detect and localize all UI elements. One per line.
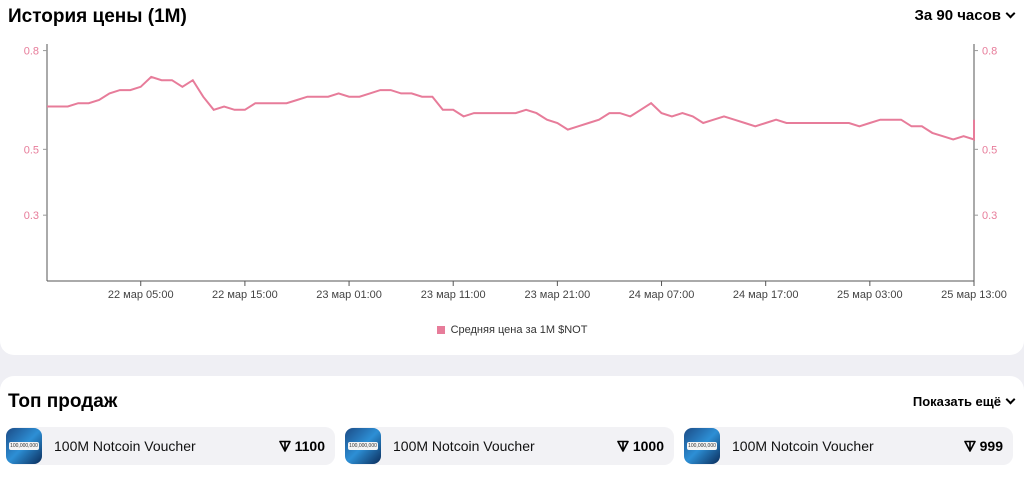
chart-axes (46, 44, 975, 282)
x-tick-label: 25 мар 03:00 (837, 289, 903, 301)
voucher-thumb-text: 100,000,000 (687, 442, 717, 450)
x-tick-label: 24 мар 07:00 (629, 289, 695, 301)
y-axis-right: 0.8 0.5 0.3 (974, 46, 997, 222)
y-tick-label-left: 0.5 (24, 144, 39, 156)
y-axis-left: 0.8 0.5 0.3 (24, 46, 47, 222)
sale-item-name: 100M Notcoin Voucher (393, 438, 535, 454)
sale-item-name: 100M Notcoin Voucher (732, 438, 874, 454)
voucher-thumbnail: 100,000,000 (6, 428, 42, 464)
series-line-price (47, 75, 975, 141)
x-tick-label: 24 мар 17:00 (733, 289, 799, 301)
x-tick-label: 22 мар 05:00 (108, 289, 174, 301)
chart-legend[interactable]: Средняя цена за 1M $NOT (0, 324, 1024, 336)
sale-item-price-value: 1100 (294, 438, 325, 454)
x-tick-label: 25 мар 13:00 (941, 289, 1007, 301)
price-history-card: История цены (1M) За 90 часов 0.8 0.5 0.3 … (0, 0, 1024, 355)
ton-icon (278, 440, 291, 452)
y-tick-label-left: 0.8 (24, 46, 39, 58)
voucher-thumbnail: 100,000,000 (684, 428, 720, 464)
sale-item-price-value: 999 (979, 438, 1003, 454)
top-sales-title: Топ продаж (8, 391, 118, 412)
sale-item-price: 999 (963, 438, 1003, 454)
x-tick-label: 23 мар 11:00 (421, 289, 486, 301)
show-more-label: Показать ещё (912, 394, 1001, 409)
price-history-title: История цены (1M) (8, 6, 187, 27)
show-more-button[interactable]: Показать ещё (912, 394, 1016, 409)
sale-item-name: 100M Notcoin Voucher (54, 438, 196, 454)
x-tick-label: 23 мар 21:00 (525, 289, 591, 301)
y-tick-label-right: 0.3 (982, 210, 997, 222)
legend-label: Средняя цена за 1M $NOT (450, 324, 588, 336)
sale-item-price: 1000 (617, 438, 664, 454)
legend-swatch (436, 326, 445, 334)
chevron-down-icon (1005, 8, 1016, 19)
x-axis: 22 мар 05:00 22 мар 15:00 23 мар 01:00 23 м… (108, 281, 1007, 301)
ton-icon (963, 440, 976, 452)
y-tick-label-right: 0.8 (982, 46, 997, 58)
voucher-thumb-text: 100,000,000 (9, 442, 39, 450)
top-sales-list: 100,000,000 100M Notcoin Voucher 1100 10… (6, 427, 1013, 465)
sale-item-price: 1100 (278, 438, 325, 454)
period-label: За 90 часов (914, 7, 1001, 24)
period-dropdown[interactable]: За 90 часов (914, 7, 1016, 24)
top-sales-card: Топ продаж Показать ещё 100,000,000 100M… (0, 376, 1024, 478)
sale-item[interactable]: 100,000,000 100M Notcoin Voucher 999 (684, 427, 1013, 465)
sale-item[interactable]: 100,000,000 100M Notcoin Voucher 1100 (6, 427, 335, 465)
y-tick-label-left: 0.3 (24, 210, 39, 222)
sale-item-price-value: 1000 (632, 438, 664, 454)
chevron-down-icon (1005, 394, 1016, 405)
voucher-thumbnail: 100,000,000 (345, 428, 381, 464)
x-tick-label: 23 мар 01:00 (316, 289, 382, 301)
price-chart: 0.8 0.5 0.3 0.8 0.5 0.3 22 мар 05:00 22 мар 1… (24, 44, 1007, 301)
x-tick-label: 22 мар 15:00 (212, 289, 278, 301)
ton-icon (617, 440, 629, 452)
y-tick-label-right: 0.5 (982, 144, 997, 156)
voucher-thumb-text: 100,000,000 (348, 442, 378, 450)
sale-item[interactable]: 100,000,000 100M Notcoin Voucher 1000 (345, 427, 674, 465)
